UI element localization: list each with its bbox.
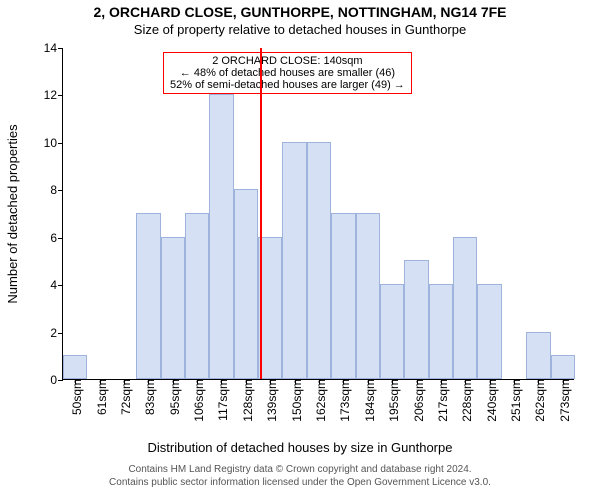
y-tick-mark [58, 285, 63, 286]
x-tick-label: 251sqm [505, 379, 523, 422]
x-tick-label: 106sqm [188, 379, 206, 422]
y-tick-mark [58, 143, 63, 144]
x-tick-label: 173sqm [334, 379, 352, 422]
annotation-line: 2 ORCHARD CLOSE: 140sqm [170, 55, 405, 67]
y-tick-mark [58, 190, 63, 191]
bar [526, 332, 550, 379]
x-tick-label: 83sqm [139, 379, 157, 415]
bar [429, 284, 453, 379]
bar [161, 237, 185, 379]
bar [209, 94, 233, 379]
x-tick-label: 262sqm [529, 379, 547, 422]
x-tick-label: 117sqm [212, 379, 230, 421]
footer-attribution: Contains HM Land Registry data © Crown c… [0, 464, 600, 489]
annotation-box: 2 ORCHARD CLOSE: 140sqm ← 48% of detache… [163, 52, 412, 94]
x-tick-label: 184sqm [359, 379, 377, 422]
x-tick-label: 217sqm [432, 379, 450, 422]
bar [185, 213, 209, 379]
marker-line [260, 48, 262, 379]
x-tick-label: 240sqm [481, 379, 499, 422]
x-axis-label: Distribution of detached houses by size … [0, 440, 600, 455]
page-subtitle: Size of property relative to detached ho… [0, 22, 600, 37]
bar [477, 284, 501, 379]
y-tick-label: 2 [50, 326, 57, 340]
y-tick-mark [58, 333, 63, 334]
x-tick-label: 273sqm [554, 379, 572, 422]
bar [404, 260, 428, 379]
y-tick-label: 6 [50, 231, 57, 245]
x-tick-label: 95sqm [164, 379, 182, 415]
annotation-line: 52% of semi-detached houses are larger (… [170, 79, 405, 91]
bar [307, 142, 331, 379]
bar [453, 237, 477, 379]
y-tick-label: 10 [44, 136, 57, 150]
bar [136, 213, 160, 379]
y-axis-label: Number of detached properties [5, 124, 20, 303]
annotation-line: ← 48% of detached houses are smaller (46… [170, 67, 405, 79]
footer-line: Contains public sector information licen… [0, 477, 600, 490]
x-tick-label: 61sqm [91, 379, 109, 415]
y-tick-mark [58, 48, 63, 49]
x-tick-label: 139sqm [261, 379, 279, 422]
x-tick-label: 228sqm [456, 379, 474, 422]
x-tick-label: 128sqm [237, 379, 255, 422]
y-tick-mark [58, 380, 63, 381]
x-tick-label: 206sqm [408, 379, 426, 422]
x-tick-label: 162sqm [310, 379, 328, 422]
bar [63, 355, 87, 379]
y-tick-mark [58, 238, 63, 239]
bar [331, 213, 355, 379]
y-tick-label: 14 [44, 41, 57, 55]
y-tick-label: 8 [50, 183, 57, 197]
bar [380, 284, 404, 379]
y-tick-label: 4 [50, 278, 57, 292]
chart-plot-area: 2 ORCHARD CLOSE: 140sqm ← 48% of detache… [62, 48, 574, 380]
footer-line: Contains HM Land Registry data © Crown c… [0, 464, 600, 477]
x-tick-label: 195sqm [383, 379, 401, 422]
y-tick-mark [58, 95, 63, 96]
bar [551, 355, 575, 379]
bar [234, 189, 258, 379]
y-tick-label: 0 [50, 373, 57, 387]
bar [356, 213, 380, 379]
page-title: 2, ORCHARD CLOSE, GUNTHORPE, NOTTINGHAM,… [0, 4, 600, 20]
bar [282, 142, 306, 379]
x-tick-label: 72sqm [115, 379, 133, 415]
x-tick-label: 50sqm [66, 379, 84, 415]
y-tick-label: 12 [44, 88, 57, 102]
x-tick-label: 150sqm [286, 379, 304, 422]
